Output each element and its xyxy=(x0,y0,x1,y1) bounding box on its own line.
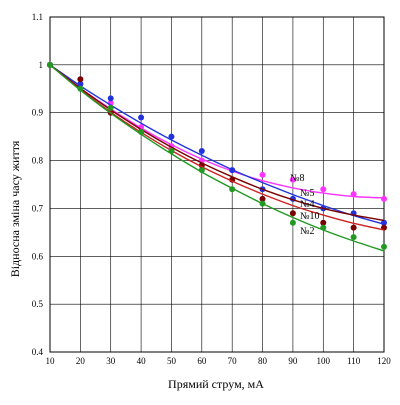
series-trend-line xyxy=(49,64,385,225)
y-tick-label: 0.5 xyxy=(32,299,44,309)
series-trend-line xyxy=(49,64,385,231)
data-point xyxy=(320,186,327,193)
series-5 xyxy=(47,61,387,252)
x-tick-label: 20 xyxy=(76,356,86,366)
data-point xyxy=(259,195,266,202)
x-tick-label: 80 xyxy=(258,356,268,366)
x-tick-label: 100 xyxy=(317,356,331,366)
data-point xyxy=(289,219,296,226)
y-tick-label: 0.8 xyxy=(32,156,44,166)
y-tick-label: 1 xyxy=(39,60,44,70)
series-label: №8 xyxy=(290,173,305,184)
data-point xyxy=(381,219,387,226)
tick-labels: 10 20 30 40 50 60 70 80 90 100 110 120 0.4 0.5 0.6 0.7 0… xyxy=(32,12,392,366)
data-point xyxy=(289,176,296,183)
data-point xyxy=(168,133,175,140)
data-point xyxy=(381,243,387,250)
x-tick-label: 90 xyxy=(288,356,298,366)
x-tick-label: 110 xyxy=(347,356,361,366)
data-point xyxy=(259,171,266,178)
series-label: №4 xyxy=(300,199,315,210)
x-tick-label: 30 xyxy=(106,356,116,366)
data-point xyxy=(138,114,145,121)
x-tick-label: 120 xyxy=(377,356,391,366)
data-point xyxy=(350,224,357,231)
series-layer xyxy=(47,61,387,252)
data-point xyxy=(107,95,114,102)
data-point xyxy=(198,167,205,174)
x-tick-label: 50 xyxy=(167,356,177,366)
data-point xyxy=(289,210,296,217)
data-point xyxy=(47,61,53,68)
data-point xyxy=(168,148,175,154)
data-point xyxy=(350,191,357,198)
data-point xyxy=(229,186,236,193)
series-trend-line xyxy=(49,64,385,252)
series-4 xyxy=(49,64,385,231)
data-point xyxy=(77,85,84,92)
y-tick-label: 0.4 xyxy=(32,347,44,357)
series-label: №2 xyxy=(300,226,315,237)
x-tick-label: 60 xyxy=(197,356,207,366)
y-tick-label: 0.9 xyxy=(32,108,44,118)
data-point xyxy=(259,200,266,207)
y-axis-label: Відносна зміна часу життя xyxy=(8,140,22,277)
data-point xyxy=(229,167,236,174)
x-axis-label: Прямий струм, мА xyxy=(168,377,264,391)
series-label: №10 xyxy=(300,211,320,222)
y-tick-label: 0.6 xyxy=(32,251,44,261)
series-label: №5 xyxy=(300,188,315,199)
data-point xyxy=(320,219,327,226)
data-point xyxy=(138,128,145,135)
data-point xyxy=(320,224,327,231)
data-point xyxy=(77,81,84,87)
y-tick-label: 1.1 xyxy=(32,12,43,22)
data-point xyxy=(107,104,114,111)
x-tick-label: 10 xyxy=(46,356,56,366)
data-point xyxy=(350,234,357,241)
plot-frame xyxy=(49,16,385,353)
x-tick-label: 70 xyxy=(228,356,238,366)
data-point xyxy=(381,195,387,202)
x-tick-label: 40 xyxy=(137,356,147,366)
y-tick-label: 0.7 xyxy=(32,203,44,213)
data-point xyxy=(198,148,205,154)
data-point xyxy=(77,76,84,83)
